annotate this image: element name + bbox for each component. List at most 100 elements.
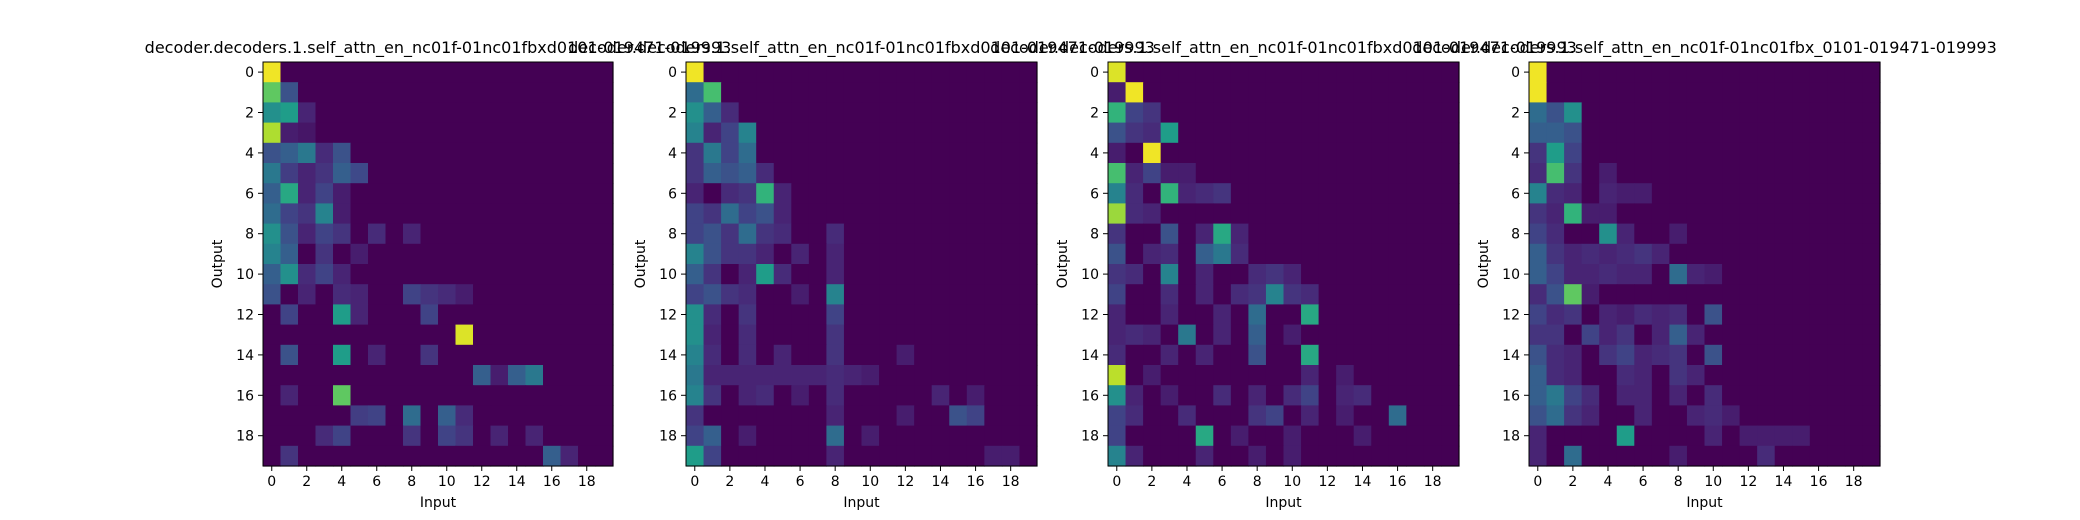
heatmap-cell [738,425,757,447]
heatmap-cell [473,324,492,346]
heatmap-cell [1862,183,1881,204]
heatmap-cell [1809,425,1828,447]
heatmap-cell [263,264,282,285]
heatmap-cell [420,264,439,285]
heatmap-cell [1634,243,1653,265]
heatmap-cell [1213,445,1232,467]
heatmap-cell [1722,163,1741,184]
heatmap-cell [1634,62,1653,83]
y-tick-label: 14 [659,348,677,364]
heatmap-cell [1353,62,1372,83]
heatmap-cell [896,445,915,467]
heatmap-cell [1336,385,1355,406]
heatmap-cell [966,344,985,366]
heatmap-cell [1616,142,1635,164]
heatmap-cell [1353,223,1372,245]
heatmap-cell [984,425,1003,447]
heatmap-cell [385,102,404,124]
heatmap-cell [473,223,492,245]
heatmap-cell [826,445,845,467]
heatmap-cell [808,405,827,427]
heatmap-cell [1634,344,1653,366]
heatmap-cell [1001,365,1021,386]
heatmap-cell [280,203,299,225]
heatmap-cell [1019,203,1038,225]
y-tick-label: 4 [668,146,677,162]
heatmap-cell [1862,405,1881,427]
heatmap-cell [473,425,492,447]
heatmap-cell [1388,163,1407,184]
heatmap-cell [438,62,457,83]
heatmap-cell [896,223,915,245]
heatmap-cell [1529,284,1548,305]
heatmap-cell [773,344,792,366]
heatmap-cell [1757,163,1776,184]
heatmap-cell [1143,183,1162,204]
heatmap-cell [808,344,827,366]
heatmap-cell [791,365,810,386]
heatmap-cell [263,203,282,225]
heatmap-cell [966,365,985,386]
heatmap-cell [1599,203,1618,225]
heatmap-cell [1599,304,1618,326]
heatmap-cell [1195,405,1214,427]
heatmap-cell [808,264,827,285]
heatmap-cell [1160,425,1179,447]
heatmap-cell [438,385,457,406]
heatmap-cell [879,163,898,184]
heatmap-cell [455,122,474,144]
heatmap-cell [931,243,950,265]
heatmap-cell [1301,102,1320,124]
heatmap-cell [1423,264,1443,285]
y-tick-label: 12 [236,308,254,324]
heatmap-cell [896,385,915,406]
heatmap-cell [984,142,1003,164]
heatmap-cell [1001,243,1021,265]
heatmap-cell [333,142,352,164]
heatmap-cell [1125,142,1144,164]
heatmap-cell [1722,425,1741,447]
heatmap-cell [1371,203,1390,225]
heatmap-cell [1353,142,1372,164]
heatmap-cell [1265,445,1285,467]
heatmap-cell [1423,62,1443,83]
heatmap-cell [1143,304,1162,326]
heatmap-cell [368,324,387,346]
heatmap-cell [1371,264,1390,285]
heatmap-cell [791,243,810,265]
heatmap-cell [1809,284,1828,305]
heatmap-cell [1862,62,1881,83]
y-tick-label: 14 [1081,348,1099,364]
heatmap-cell [1669,223,1688,245]
heatmap-cell [1686,284,1706,305]
heatmap-cell [1301,304,1320,326]
heatmap-cell [1704,344,1723,366]
heatmap-cell [1213,142,1232,164]
heatmap-cell [560,163,579,184]
heatmap-cell [1388,82,1407,103]
heatmap-cell [721,203,740,225]
heatmap-cell [703,324,722,346]
heatmap-cell [525,163,544,184]
heatmap-cell [738,203,757,225]
heatmap-cell [1283,365,1302,386]
heatmap-cell [1722,304,1741,326]
heatmap-cell [1019,223,1038,245]
x-tick-label: 4 [1183,474,1192,490]
heatmap-cell [914,304,933,326]
heatmap-cell [1757,365,1776,386]
heatmap-cell [560,284,579,305]
heatmap-cell [1792,304,1811,326]
heatmap-cell [879,142,898,164]
heatmap-cell [738,122,757,144]
heatmap-cell [1213,344,1232,366]
heatmap-cell [703,243,722,265]
heatmap-cell [879,324,898,346]
heatmap-cell [1634,82,1653,103]
heatmap-cell [298,284,317,305]
heatmap-cell [1669,425,1688,447]
chart-title: decoder.decoders.1.self_attn_en_nc01f-01… [990,38,1577,58]
heatmap-cell [1599,223,1618,245]
heatmap-cell [595,324,614,346]
x-tick-label: 18 [1424,474,1442,490]
